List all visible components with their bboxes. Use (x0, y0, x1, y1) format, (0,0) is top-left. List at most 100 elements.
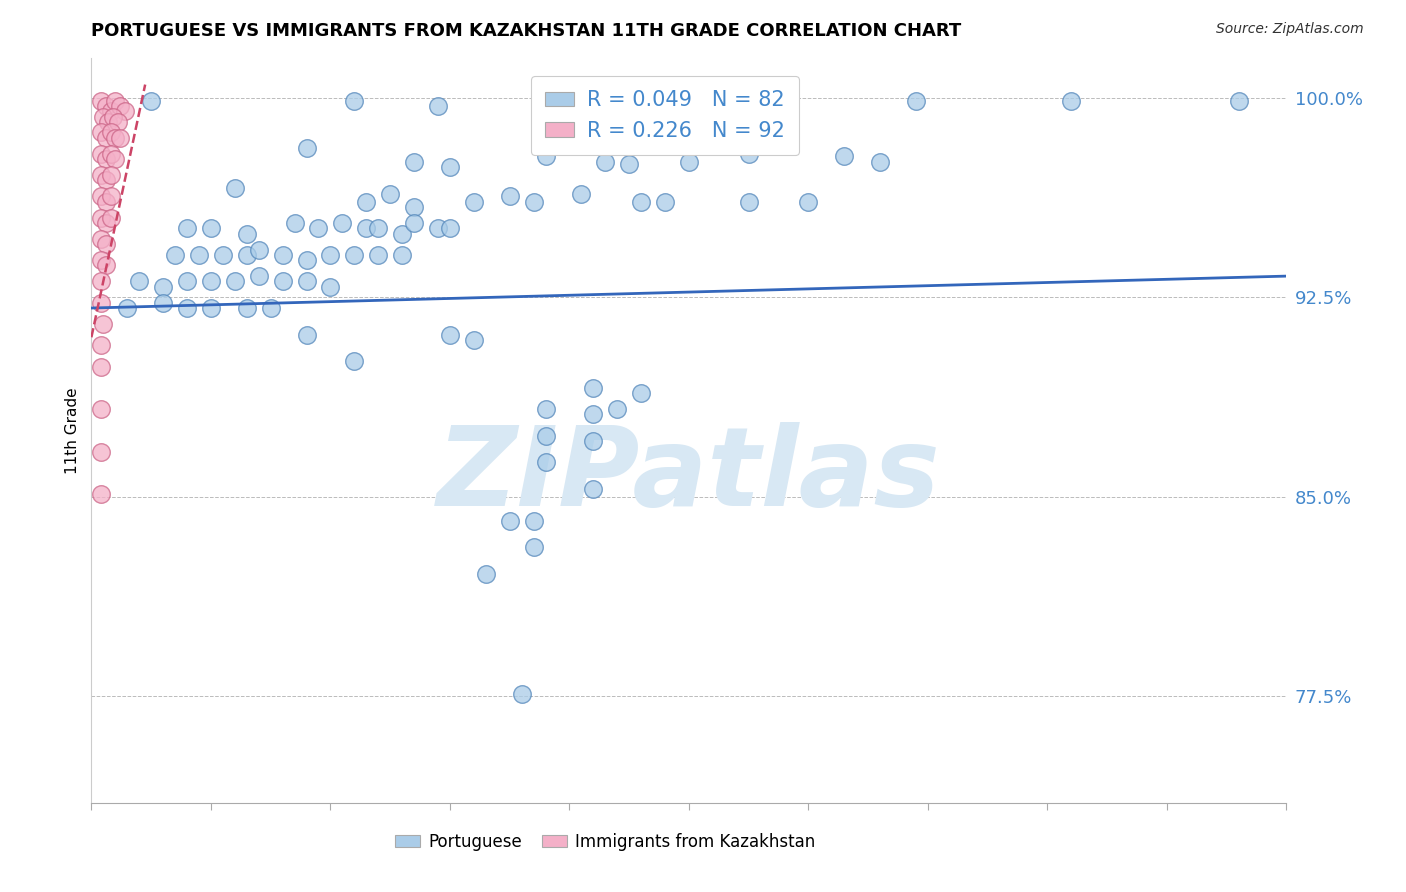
Point (343, 354, 366, 368)
Point (498, 189, 520, 203)
Point (630, 386, 652, 401)
Point (100, 125, 122, 139)
Point (90, 295, 112, 310)
Point (100, 168, 122, 182)
Point (200, 274, 222, 288)
Point (200, 301, 222, 315)
Point (534, 428, 557, 442)
Point (104, 130, 127, 145)
Point (582, 408, 605, 422)
Point (90, 402, 112, 417)
Point (582, 434, 605, 448)
Point (367, 248, 389, 262)
Point (101, 110, 124, 124)
Point (115, 301, 138, 315)
Point (523, 514, 546, 528)
Y-axis label: 11th Grade: 11th Grade (65, 387, 80, 474)
Point (606, 402, 628, 417)
Point (90, 94, 112, 108)
Point (284, 216, 307, 230)
Point (295, 253, 318, 268)
Point (211, 248, 233, 262)
Point (108, 99, 131, 113)
Point (582, 381, 605, 395)
Text: PORTUGUESE VS IMMIGRANTS FROM KAZAKHSTAN 11TH GRADE CORRELATION CHART: PORTUGUESE VS IMMIGRANTS FROM KAZAKHSTAN… (91, 22, 962, 40)
Point (391, 227, 413, 241)
Point (94, 152, 117, 166)
Point (307, 221, 329, 235)
Point (100, 211, 122, 225)
Point (426, 99, 449, 113)
Point (247, 243, 270, 257)
Point (534, 455, 557, 469)
Point (619, 157, 641, 171)
Point (319, 248, 342, 262)
Point (114, 104, 136, 119)
Point (90, 274, 112, 288)
Point (343, 248, 366, 262)
Point (547, 94, 569, 108)
Point (90, 338, 112, 352)
Point (439, 221, 461, 235)
Point (582, 482, 605, 496)
Point (247, 269, 270, 284)
Point (152, 295, 174, 310)
Point (319, 279, 342, 293)
Point (108, 130, 131, 145)
Point (295, 141, 318, 155)
Point (404, 200, 426, 214)
Text: Source: ZipAtlas.com: Source: ZipAtlas.com (1216, 22, 1364, 37)
Point (1060, 94, 1083, 108)
Point (176, 274, 198, 288)
Point (90, 444, 112, 458)
Point (94, 216, 117, 230)
Point (259, 301, 281, 315)
Point (797, 194, 820, 209)
Point (90, 487, 112, 501)
Point (367, 221, 389, 235)
Point (295, 274, 318, 288)
Point (678, 154, 700, 169)
Point (1227, 94, 1250, 108)
Point (235, 301, 259, 315)
Point (404, 216, 426, 230)
Point (104, 152, 127, 166)
Point (100, 189, 122, 203)
Point (905, 94, 928, 108)
Point (571, 186, 593, 201)
Point (90, 168, 112, 182)
Point (439, 327, 461, 342)
Point (94, 194, 117, 209)
Point (271, 274, 294, 288)
Point (104, 94, 127, 108)
Point (100, 146, 122, 161)
Point (510, 687, 533, 701)
Point (90, 232, 112, 246)
Point (702, 94, 724, 108)
Point (235, 227, 259, 241)
Point (90, 211, 112, 225)
Point (94, 173, 117, 187)
Point (534, 149, 557, 163)
Point (93, 317, 114, 331)
Point (176, 301, 198, 315)
Point (654, 194, 676, 209)
Point (630, 194, 652, 209)
Point (869, 154, 891, 169)
Point (439, 160, 461, 174)
Point (463, 194, 485, 209)
Point (93, 110, 114, 124)
Point (90, 125, 112, 139)
Point (224, 181, 246, 195)
Point (94, 99, 117, 113)
Point (187, 248, 211, 262)
Point (224, 274, 246, 288)
Point (128, 274, 150, 288)
Point (463, 333, 485, 347)
Point (90, 359, 112, 374)
Point (235, 248, 259, 262)
Point (523, 541, 546, 555)
Point (343, 94, 366, 108)
Point (498, 514, 520, 528)
Point (523, 194, 546, 209)
